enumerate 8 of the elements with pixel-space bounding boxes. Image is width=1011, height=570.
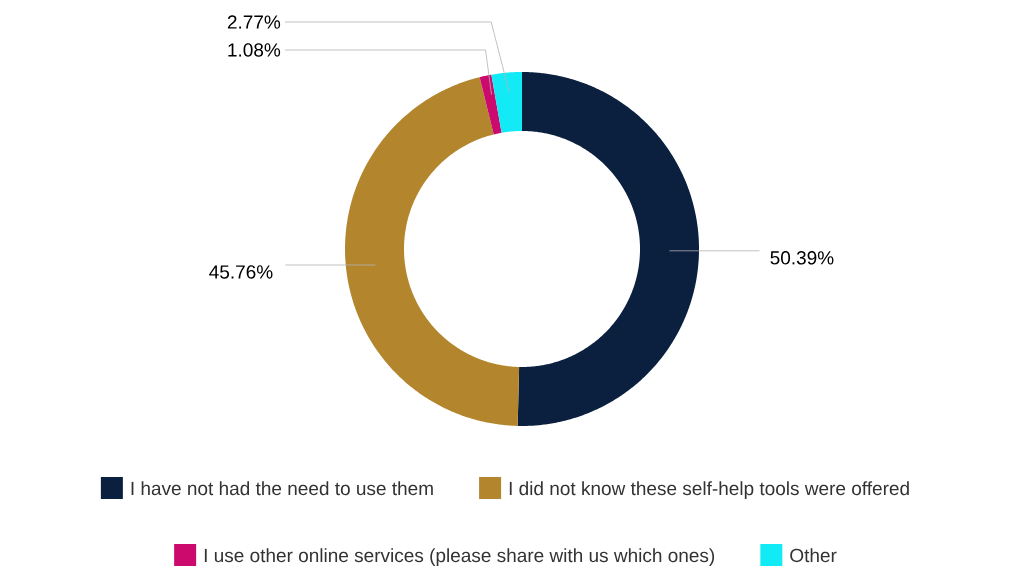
data-label: 1.08%	[228, 43, 281, 57]
legend-label: I did not know these self-help tools were offered	[509, 481, 909, 499]
legend-label: Other	[790, 548, 837, 563]
legend-label: I use other online services (please share with us which ones)	[204, 548, 715, 566]
data-label: 50.39%	[770, 251, 834, 265]
data-label: 2.77%	[227, 15, 281, 29]
data-label: 45.76%	[209, 265, 273, 279]
legend-label: I have not had the need to use them	[131, 481, 433, 496]
